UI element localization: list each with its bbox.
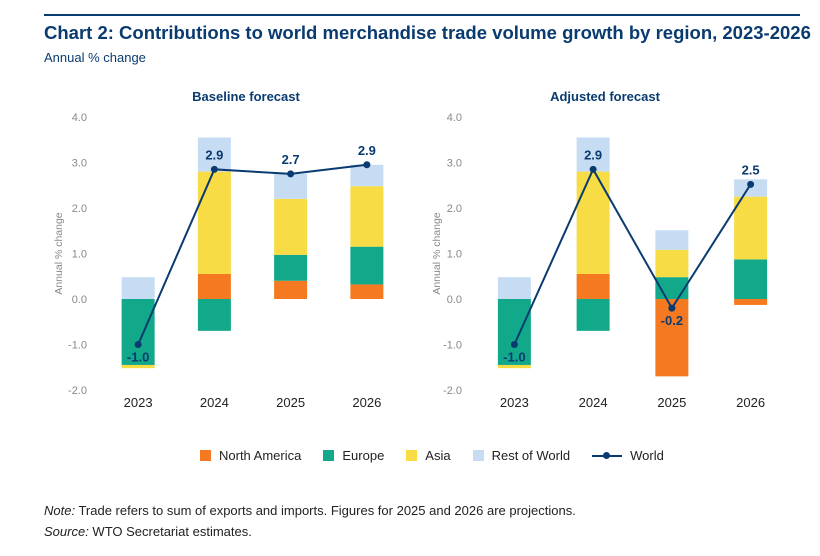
legend-swatch-rest-of-world: [472, 450, 484, 461]
source-text: WTO Secretariat estimates.: [88, 524, 252, 539]
chart-subtitle: Annual % change: [44, 50, 146, 65]
bar-segment-north-america: [197, 273, 231, 299]
y-axis-label: Annual % change: [53, 212, 65, 294]
bar-segment-rest-of-world: [655, 230, 689, 250]
y-tick-label: 1.0: [72, 249, 87, 261]
note-text: Trade refers to sum of exports and impor…: [75, 503, 576, 518]
legend: North America Europe Asia Rest of World …: [200, 448, 686, 463]
x-tick-label: 2024: [200, 395, 229, 410]
bar-segment-rest-of-world: [497, 277, 531, 299]
bar-segment-asia: [734, 196, 768, 260]
source: Source: WTO Secretariat estimates.: [44, 524, 252, 539]
legend-label: North America: [219, 448, 302, 463]
legend-label: Europe: [342, 448, 385, 463]
bar-segment-north-america: [655, 299, 689, 377]
legend-item-world: World: [592, 448, 664, 463]
note: Note: Trade refers to sum of exports and…: [44, 503, 576, 518]
legend-swatch-north-america: [200, 450, 211, 461]
y-tick-label: 3.0: [447, 158, 462, 170]
legend-label: World: [630, 448, 664, 463]
y-tick-label: -1.0: [443, 340, 462, 352]
data-label: 2.5: [742, 162, 760, 177]
x-tick-label: 2025: [657, 395, 686, 410]
data-label: 2.9: [584, 147, 602, 162]
bar-segment-europe: [576, 299, 610, 331]
world-point: [287, 170, 295, 178]
bar-segment-asia: [350, 186, 384, 247]
data-label: 2.9: [205, 147, 223, 162]
x-tick-label: 2025: [276, 395, 305, 410]
bar-segment-europe: [350, 246, 384, 285]
bar-segment-asia: [197, 171, 231, 274]
legend-item-rest-of-world: Rest of World: [472, 448, 571, 463]
legend-label: Rest of World: [491, 448, 571, 463]
world-point: [363, 161, 371, 169]
top-rule: [44, 14, 800, 16]
panel-title: Adjusted forecast: [550, 89, 660, 104]
bar-segment-rest-of-world: [734, 179, 768, 197]
bar-segment-asia: [121, 364, 155, 369]
legend-item-north-america: North America: [200, 448, 301, 463]
data-label: -1.0: [503, 350, 525, 365]
world-line: [137, 163, 367, 345]
y-tick-label: -1.0: [68, 340, 87, 352]
legend-item-europe: Europe: [323, 448, 384, 463]
y-tick-label: 4.0: [72, 112, 87, 124]
source-label: Source:: [44, 524, 89, 539]
bar-segment-europe: [274, 254, 308, 281]
bar-segment-asia: [274, 198, 308, 255]
data-label: 2.7: [282, 152, 300, 167]
y-tick-label: 0.0: [447, 294, 462, 306]
y-tick-label: 4.0: [447, 112, 462, 124]
world-point: [510, 341, 518, 348]
x-tick-label: 2026: [736, 395, 765, 410]
legend-swatch-europe: [323, 450, 335, 461]
bar-segment-north-america: [734, 299, 768, 305]
world-line: [513, 167, 752, 345]
charts-canvas: Baseline forecast 4.0 3.0 2.0 1.0 0.0 -1.0 -2.0…: [53, 89, 768, 410]
world-point: [589, 165, 597, 173]
y-tick-label: 1.0: [447, 249, 462, 261]
legend-label: Asia: [425, 448, 451, 463]
bar-segment-europe: [497, 299, 531, 365]
world-point: [668, 304, 676, 312]
bar-segment-asia: [576, 171, 610, 274]
bar-segment-europe: [734, 259, 768, 299]
x-tick-label: 2023: [124, 395, 153, 410]
legend-item-asia: Asia: [406, 448, 451, 463]
world-point: [747, 180, 755, 188]
y-tick-label: -2.0: [68, 385, 87, 397]
bar-segment-asia: [497, 364, 531, 369]
data-label: 2.9: [358, 143, 376, 158]
x-tick-label: 2023: [500, 395, 529, 410]
panel-title: Baseline forecast: [192, 89, 300, 104]
bar-segment-europe: [197, 299, 231, 331]
y-tick-label: 3.0: [72, 158, 87, 170]
data-label: -1.0: [127, 350, 149, 365]
data-label: -0.2: [661, 313, 683, 328]
bar-segment-rest-of-world: [274, 173, 308, 199]
bar-segment-rest-of-world: [350, 164, 384, 187]
world-point: [210, 165, 218, 173]
bar-segment-north-america: [350, 284, 384, 299]
bar-segment-north-america: [576, 273, 610, 299]
chart-title: Chart 2: Contributions to world merchand…: [44, 22, 811, 43]
legend-swatch-asia: [406, 450, 418, 461]
bar-segment-rest-of-world: [121, 277, 155, 299]
bar-segment-europe: [121, 299, 155, 365]
bar-segment-asia: [655, 249, 689, 278]
y-axis-label: Annual % change: [431, 212, 443, 294]
y-tick-label: 2.0: [447, 203, 462, 215]
x-tick-label: 2026: [352, 395, 381, 410]
x-tick-label: 2024: [579, 395, 608, 410]
note-label: Note:: [44, 503, 76, 518]
legend-line-world: [592, 450, 623, 462]
bar-segment-north-america: [274, 280, 308, 299]
y-tick-label: -2.0: [443, 385, 462, 397]
y-tick-label: 0.0: [72, 294, 87, 306]
y-tick-label: 2.0: [72, 203, 87, 215]
world-point: [134, 341, 142, 348]
